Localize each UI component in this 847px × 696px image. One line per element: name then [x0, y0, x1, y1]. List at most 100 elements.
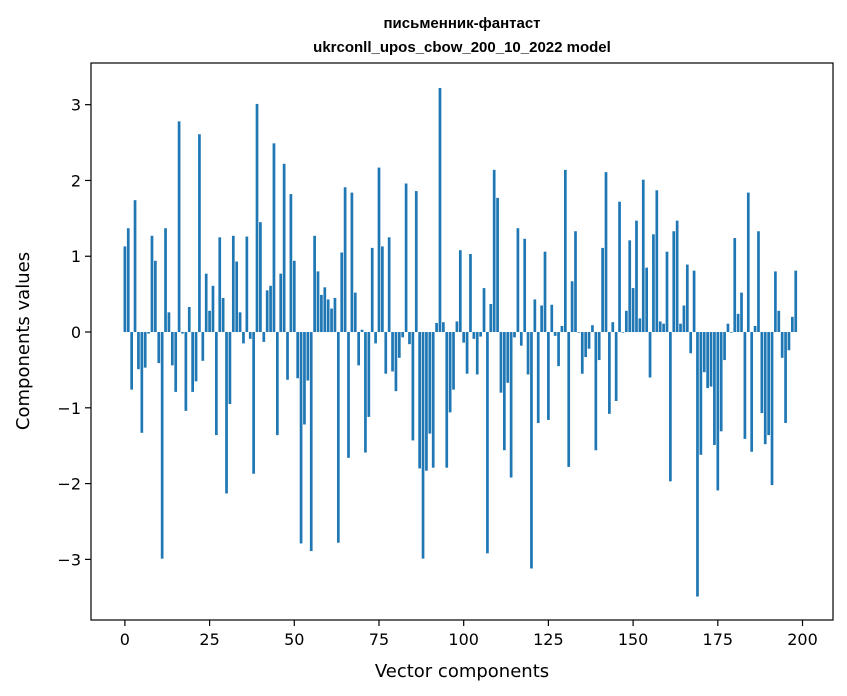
bar-46 — [279, 273, 283, 333]
bar-107 — [486, 332, 489, 554]
bar-48 — [286, 332, 289, 380]
bar-16 — [177, 121, 181, 333]
bars-layer — [123, 88, 798, 597]
bar-164 — [679, 323, 682, 333]
y-tick-label--1: −1 — [57, 399, 81, 418]
bar-81 — [397, 332, 401, 358]
bar-88 — [421, 332, 425, 559]
bar-34 — [238, 312, 242, 333]
bar-39 — [255, 103, 259, 333]
bar-22 — [198, 134, 201, 333]
bar-31 — [228, 332, 232, 405]
y-tick-label-0: 0 — [71, 323, 81, 342]
bar-171 — [702, 332, 706, 373]
bar-27 — [215, 332, 218, 436]
bar-109 — [492, 169, 496, 333]
bar-95 — [445, 332, 449, 468]
bar-86 — [414, 191, 418, 333]
plot-frame — [90, 62, 834, 621]
bar-178 — [726, 323, 730, 333]
bar-76 — [381, 246, 384, 333]
bar-57 — [316, 271, 320, 333]
x-tick-label-75: 75 — [369, 630, 389, 649]
bar-11 — [160, 332, 164, 559]
bar-146 — [618, 201, 621, 333]
y-tick-label-3: 3 — [71, 96, 81, 115]
bar-120 — [530, 332, 533, 569]
bar-56 — [313, 235, 316, 333]
bar-170 — [699, 332, 703, 455]
bar-180 — [733, 238, 737, 333]
bar-162 — [672, 231, 676, 333]
x-tick-label-150: 150 — [618, 630, 649, 649]
y-tick-label-1: 1 — [71, 247, 81, 266]
bar-45 — [275, 332, 279, 436]
bar-70 — [360, 329, 364, 333]
bar-73 — [370, 247, 374, 333]
bar-75 — [377, 167, 381, 333]
bar-66 — [347, 332, 350, 458]
bar-119 — [526, 332, 530, 375]
bar-189 — [763, 332, 767, 445]
x-tick-label-100: 100 — [448, 630, 479, 649]
bar-91 — [431, 332, 435, 468]
bar-62 — [333, 297, 337, 333]
bar-113 — [506, 332, 510, 383]
bar-53 — [303, 332, 306, 425]
bar-122 — [536, 332, 540, 423]
bar-20 — [191, 332, 194, 392]
bar-186 — [753, 325, 757, 333]
bar-160 — [665, 251, 669, 333]
bar-125 — [547, 332, 550, 420]
bar-143 — [608, 332, 611, 414]
bar-177 — [723, 332, 726, 361]
bar-156 — [652, 234, 655, 333]
bar-153 — [641, 179, 645, 333]
bar-0 — [123, 246, 127, 333]
bar-94 — [442, 322, 445, 333]
bar-4 — [137, 332, 140, 370]
bar-135 — [580, 332, 584, 374]
bar-26 — [211, 285, 215, 333]
bar-82 — [401, 332, 405, 338]
bar-49 — [289, 194, 293, 333]
bar-74 — [374, 332, 377, 344]
bar-191 — [770, 332, 774, 486]
bar-59 — [323, 287, 327, 333]
bar-84 — [408, 332, 411, 345]
bar-130 — [563, 169, 567, 333]
bar-28 — [218, 237, 222, 333]
bar-30 — [225, 332, 228, 494]
bar-117 — [519, 332, 523, 346]
bar-51 — [296, 332, 300, 379]
bar-29 — [221, 297, 225, 333]
bar-142 — [604, 172, 608, 333]
bar-72 — [367, 332, 371, 417]
bar-128 — [557, 332, 560, 367]
bar-129 — [560, 325, 564, 333]
bar-89 — [425, 332, 428, 471]
bar-181 — [736, 313, 740, 333]
bar-85 — [411, 332, 415, 441]
bar-152 — [638, 318, 642, 333]
bar-149 — [628, 240, 632, 333]
y-tick-label--3: −3 — [57, 550, 81, 569]
bar-104 — [475, 332, 479, 375]
bar-123 — [540, 305, 543, 333]
bar-17 — [181, 332, 184, 334]
bar-198 — [794, 270, 798, 333]
bar-155 — [648, 332, 652, 378]
axes-layer: 0 25 50 75 100 125 150 175 200 −3 −2 −1 0 1 2 3 — [57, 62, 834, 649]
bar-194 — [780, 332, 784, 358]
bar-18 — [184, 332, 188, 411]
bar-14 — [170, 332, 174, 366]
bar-92 — [435, 322, 438, 333]
bar-50 — [292, 260, 296, 333]
bar-64 — [340, 252, 344, 333]
bar-139 — [594, 332, 598, 451]
bar-190 — [767, 332, 770, 436]
bar-105 — [479, 332, 482, 337]
bar-195 — [784, 332, 787, 423]
bar-169 — [696, 332, 699, 597]
